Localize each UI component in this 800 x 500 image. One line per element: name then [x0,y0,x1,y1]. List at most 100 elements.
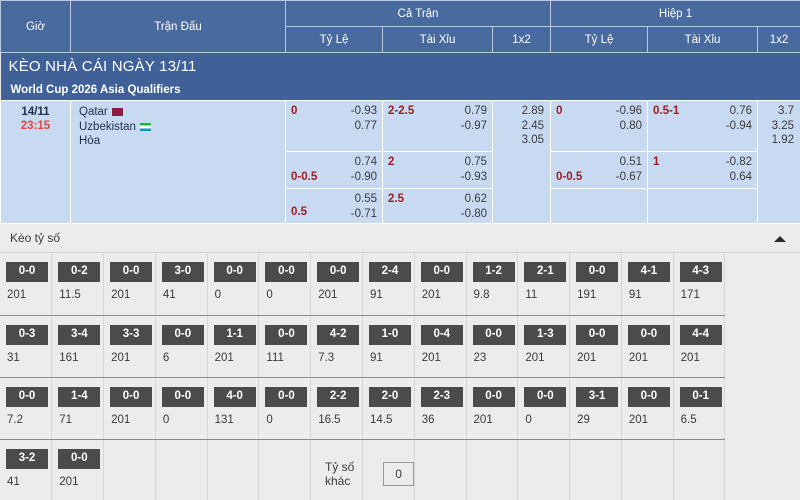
home-team-row: Qatar [79,105,279,120]
half-overunder-cell-1[interactable]: 0.5-1 0.76 -0.94 [647,100,759,152]
score-odds-cell[interactable]: 4-2 7.3 [310,315,363,378]
full-overunder-cell-2[interactable]: 2 0.75 -0.93 [382,151,493,189]
score-odds-cell[interactable]: 2-0 14.5 [362,377,415,440]
score-odds-cell[interactable]: 0-0 111 [258,315,312,378]
score-odds-cell[interactable]: 0-0 0 [155,377,208,440]
score-odds-cell[interactable]: 4-0 131 [207,377,260,440]
score-badge: 0-4 [420,324,463,345]
score-odds-cell[interactable]: 1-0 91 [362,315,415,378]
score-odds-cell[interactable]: 0-0 6 [155,315,208,378]
half-overunder-cell-3[interactable] [647,188,759,224]
score-odds-cell[interactable]: 0-0 201 [466,377,519,440]
score-odds-cell-empty [569,439,622,500]
half-1x2-cell[interactable]: 3.7 3.25 1.92 [757,100,800,224]
score-odds-cell[interactable]: 2-3 36 [414,377,467,440]
score-odds-cell[interactable]: 0-0 201 [51,439,105,500]
score-odd-value: 41 [162,289,176,301]
full-1x2-cell[interactable]: 2.89 2.45 3.05 [491,100,552,224]
score-badge: 3-4 [58,324,101,345]
score-odd-value: 131 [214,413,234,426]
score-odds-cell[interactable]: 0-0 0 [258,377,312,440]
score-odds-cell[interactable]: 2-4 91 [362,253,415,316]
draw-label: Hòa [79,135,101,147]
score-odds-cell[interactable]: 3-4 161 [51,315,105,378]
score-odds-cell[interactable]: 0-0 0 [207,253,260,316]
half-overunder-cell-2[interactable]: 1 -0.82 0.64 [647,151,759,189]
score-odds-cell[interactable]: 3-1 29 [569,377,622,440]
score-odds-cell[interactable]: 0-3 31 [0,315,53,378]
half-handicap-cell-1[interactable]: 0 -0.96 0.80 [550,100,649,152]
score-odds-cell-empty [466,439,519,500]
score-odds-cell[interactable]: 3-0 41 [155,253,208,316]
match-row-2: 0-0.5 0.74 -0.90 2 0.75 -0.93 [1,151,800,189]
x2-home: 2.89 [521,105,545,117]
score-odds-cell[interactable]: 0-0 201 [621,315,674,378]
score-odds-cell[interactable]: 2-1 11 [517,253,571,316]
x2-home: 3.7 [778,105,795,117]
score-odds-cell[interactable]: 0-0 201 [0,253,53,316]
score-odds-cell[interactable]: 0-0 0 [258,253,312,316]
score-badge: 0-0 [6,386,48,407]
half-handicap-cell-2[interactable]: 0-0.5 0.51 -0.67 [550,151,649,189]
score-odds-cell[interactable]: 0-4 201 [414,315,467,378]
score-odds-cell[interactable]: 1-2 9.8 [466,253,519,316]
score-odds-cell[interactable]: 0-0 201 [569,315,622,378]
header-sub-overunder-full: Tài Xỉu [382,26,493,53]
score-odds-cell[interactable]: 0-2 11.5 [51,253,105,316]
score-odds-cell[interactable]: 1-3 201 [517,315,571,378]
score-odds-cell[interactable]: 0-0 201 [621,377,674,440]
score-odds-cell[interactable]: 1-1 201 [207,315,260,378]
caret-up-icon[interactable] [774,236,786,242]
full-handicap-cell-2[interactable]: 0-0.5 0.74 -0.90 [285,151,383,189]
odd-top: -0.93 [350,105,377,117]
odd-top: 0.75 [464,156,487,168]
score-badge: 1-2 [472,262,515,282]
score-odds-cell[interactable]: 0-0 0 [517,377,571,440]
odd-bottom: 0.80 [619,119,643,132]
score-odds-cell-empty [258,439,312,500]
score-odd-value: 201 [7,289,27,301]
match-teams-cell[interactable]: Qatar Uzbekistan Hòa [70,100,286,224]
score-odds-cell[interactable]: 3-3 201 [103,315,156,378]
overunder-line: 0.5-1 [653,105,680,117]
score-odds-cell[interactable]: 2-2 16.5 [310,377,363,440]
score-badge: 0-0 [524,386,567,407]
header-sub-overunder-half: Tài Xỉu [647,26,759,53]
score-badge: 4-3 [679,262,722,282]
other-score-input[interactable]: 0 [383,461,414,486]
score-odds-cell[interactable]: 1-4 71 [51,377,105,440]
full-overunder-cell-1[interactable]: 2-2.5 0.79 -0.97 [382,100,493,152]
score-badge: 2-4 [368,262,411,282]
score-odd-value: 6.5 [680,413,697,426]
league-bar[interactable]: World Cup 2026 Asia Qualifiers [0,81,800,101]
score-odds-cell[interactable]: 0-0 23 [466,315,519,378]
score-odds-cell[interactable]: 4-4 201 [673,315,726,378]
full-handicap-cell-3[interactable]: 0.5 0.55 -0.71 [285,188,383,224]
score-odds-cell[interactable]: 4-3 171 [673,253,726,316]
odd-bottom: -0.94 [725,119,753,132]
full-overunder-cell-3[interactable]: 2.5 0.62 -0.80 [382,188,493,224]
score-odds-panel: Kèo tỷ số 0-0 201 0-2 11.5 0-0 201 3-0 41 0-0 0 0-… [0,224,800,500]
half-handicap-cell-3[interactable] [550,188,649,224]
score-odd-value: 111 [266,351,284,364]
score-odds-cell[interactable]: 0-0 201 [103,377,156,440]
score-odds-cell[interactable]: 0-0 201 [310,253,363,316]
score-odds-cell[interactable]: 3-2 41 [0,439,53,500]
score-odds-cell[interactable]: 0-0 201 [103,253,156,316]
score-badge: 3-2 [6,448,48,469]
score-odds-cell[interactable]: 0-0 191 [569,253,622,316]
score-odds-cell[interactable]: 0-0 7.2 [0,377,53,440]
score-badge: 0-2 [58,262,101,282]
score-badge: 1-0 [368,324,411,345]
score-odd-value: 201 [214,351,234,364]
score-odds-cell[interactable]: 4-1 91 [621,253,674,316]
full-handicap-cell-1[interactable]: 0 -0.93 0.77 [285,100,383,152]
score-odds-cell[interactable]: 0-1 6.5 [673,377,726,440]
score-odd-value: 201 [628,413,649,426]
score-badge: 1-1 [213,324,256,345]
score-badge: 3-1 [576,386,619,407]
score-odd-value: 91 [369,289,383,301]
score-odds-cell[interactable]: 0-0 201 [414,253,467,316]
score-odds-cell-empty [414,439,467,500]
score-odd-value: 41 [7,475,20,488]
